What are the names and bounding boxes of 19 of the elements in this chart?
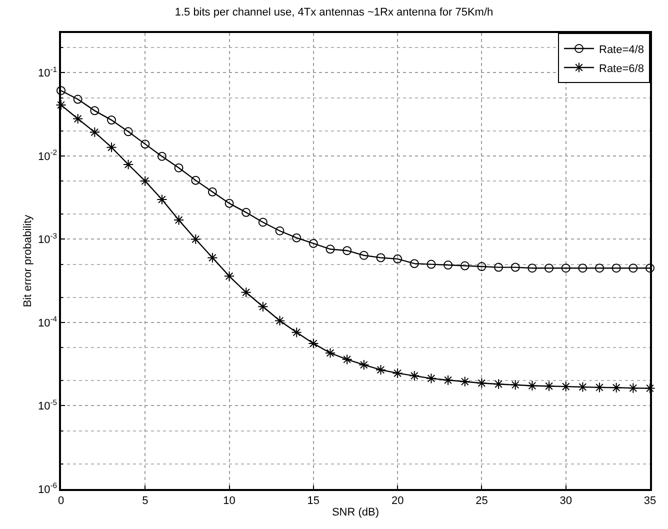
legend-label: Rate=4/8 [599,44,644,56]
y-tick-label: 10$^{-2}$ [38,148,58,163]
y-tick-label: 10$^{-5}$ [38,398,58,413]
y-tick-label: 10$^{-1}$ [38,64,58,80]
x-tick-label: 5 [142,494,148,507]
y-tick-label: 10$^{-3}$ [38,231,58,246]
x-tick-label: 10 [223,494,236,507]
y-tick-label: 10$^{-6}$ [38,481,58,496]
chart-title: 1.5 bits per channel use, 4Tx antennas ~1Rx antenna for 75Km/h [174,6,494,19]
y-axis-title: Bit error probability [22,214,34,308]
x-tick-label: 0 [58,494,64,507]
x-tick-label: 15 [307,494,320,507]
legend-label: Rate=6/8 [599,62,644,75]
x-axis-title: SNR (dB) [332,506,380,519]
x-tick-label: 25 [476,494,488,507]
x-tick-label: 20 [391,494,404,507]
x-tick-label: 30 [560,494,572,507]
y-tick-label: 10$^{-4}$ [38,314,58,330]
x-tick-label: 35 [644,494,656,507]
